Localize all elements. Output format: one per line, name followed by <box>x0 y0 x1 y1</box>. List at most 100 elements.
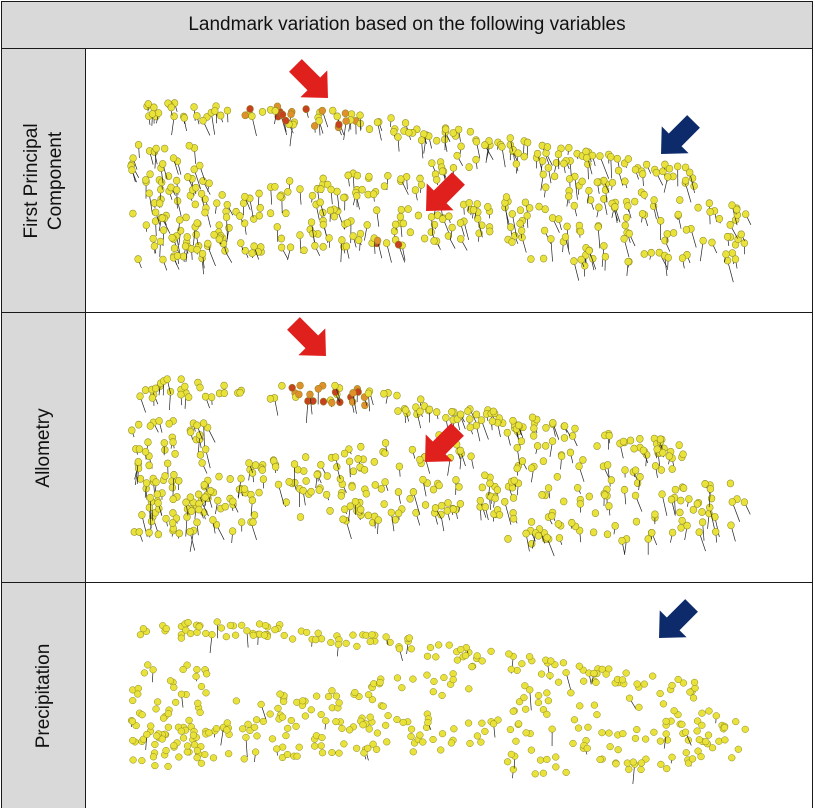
landmark-point <box>335 699 343 707</box>
landmark-point <box>732 718 740 726</box>
landmark-point <box>199 419 208 428</box>
landmark-point <box>674 210 682 219</box>
landmark-point <box>277 234 286 243</box>
landmark-point <box>155 417 163 425</box>
landmark-point <box>274 480 283 489</box>
landmark-point <box>636 473 644 481</box>
landmark-point <box>342 242 351 251</box>
landmark-point <box>162 625 170 633</box>
landmark-point <box>527 255 535 263</box>
landmark-point <box>363 221 371 229</box>
landmark-point <box>511 231 519 240</box>
landmark-point <box>266 209 275 218</box>
landmark-point <box>135 420 143 429</box>
landmark-point <box>290 460 299 468</box>
landmark-point <box>162 746 170 755</box>
landmark-point <box>145 461 153 470</box>
landmark-point <box>543 689 551 697</box>
landmark-point <box>466 423 474 432</box>
landmark-point <box>570 257 578 265</box>
landmark-point <box>543 533 551 542</box>
landmark-point <box>295 743 303 751</box>
landmark-point <box>353 192 361 200</box>
landmark-point <box>715 737 723 745</box>
landmark-point <box>618 676 627 684</box>
landmark-point <box>568 518 576 527</box>
landmark-point <box>629 758 637 766</box>
landmark-point <box>183 233 191 241</box>
landmark-point <box>182 213 190 222</box>
landmark-point <box>523 138 532 147</box>
landmark-point <box>637 765 645 774</box>
landmark-point <box>146 493 154 502</box>
landmark-point <box>406 494 414 503</box>
landmark-point <box>607 476 616 484</box>
landmark-point <box>322 490 331 499</box>
landmark-point <box>659 448 667 457</box>
landmark-point <box>620 485 629 494</box>
landmark-point <box>682 225 691 234</box>
landmark-point <box>283 750 292 759</box>
row-label-line: Component <box>44 131 66 230</box>
landmark-point <box>423 671 431 679</box>
landmark-point <box>349 232 357 240</box>
landmark-point <box>318 106 327 115</box>
landmark-point <box>441 135 449 144</box>
landmark-point <box>237 474 245 483</box>
landmark-point <box>395 645 404 653</box>
landmark-point <box>675 441 683 449</box>
landmark-point <box>136 475 145 483</box>
landmark-point <box>506 134 514 142</box>
landmark-point <box>438 730 447 738</box>
landmark-point <box>560 434 569 442</box>
landmark-point <box>366 713 374 721</box>
landmark-point <box>419 475 427 484</box>
landmark-point <box>195 623 203 631</box>
landmark-point <box>159 160 167 168</box>
landmark-point <box>196 708 204 716</box>
landmark-point <box>144 100 152 108</box>
landmark-point <box>429 688 437 696</box>
landmark-point <box>699 236 707 245</box>
landmark-point <box>172 176 181 185</box>
landmark-point <box>190 103 198 111</box>
landmark-point <box>134 458 142 466</box>
landmark-point <box>228 527 237 536</box>
landmark-point <box>622 213 631 222</box>
landmark-point <box>450 725 458 733</box>
landmark-point <box>726 479 735 488</box>
landmark-point <box>520 694 528 702</box>
landmark-point <box>342 639 350 647</box>
landmark-point <box>138 711 146 719</box>
landmark-point <box>684 736 693 744</box>
landmark-point <box>399 718 407 726</box>
landmark-point <box>324 693 333 701</box>
landmark-point <box>201 392 210 401</box>
landmark-point <box>448 408 456 416</box>
landmark-point <box>740 498 749 506</box>
landmark-point <box>606 743 614 751</box>
landmark-point <box>313 470 321 479</box>
landmark-point <box>220 381 228 390</box>
landmark-point <box>619 437 628 446</box>
landmark-point <box>407 732 415 741</box>
landmark-point <box>464 719 473 727</box>
landmark-point <box>698 721 706 729</box>
landmark-point <box>161 446 169 454</box>
landmark-point <box>653 445 661 454</box>
landmark-point <box>239 199 248 208</box>
landmark-point <box>535 202 543 211</box>
landmark-point <box>614 746 622 754</box>
landmark-point <box>543 710 551 718</box>
landmark-point <box>251 461 260 469</box>
landmark-point <box>593 178 601 187</box>
landmark-point <box>284 187 292 196</box>
landmark-point <box>353 642 361 650</box>
landmark-point <box>194 699 202 707</box>
landmark-point <box>453 151 461 160</box>
landmark-point <box>563 222 571 231</box>
landmark-point <box>562 768 570 776</box>
landmark-point <box>314 629 322 637</box>
landmark-point <box>366 638 374 646</box>
